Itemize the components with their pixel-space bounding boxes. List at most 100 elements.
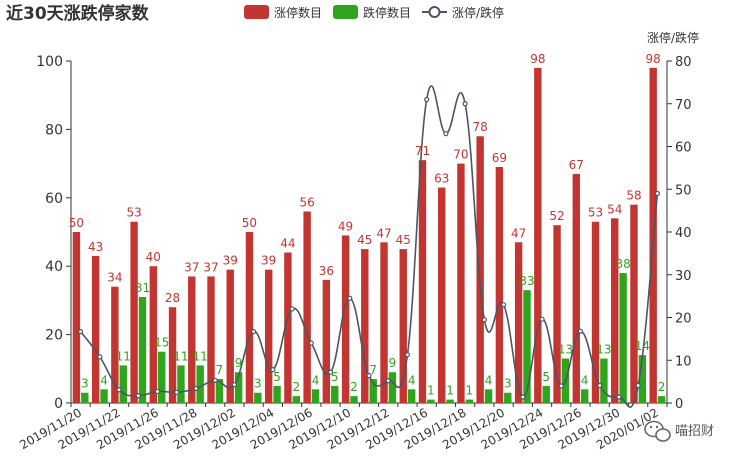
- ratio-point: [654, 190, 660, 197]
- bar-limit-down: [138, 296, 147, 403]
- data-label-limit-up: 50: [69, 216, 84, 230]
- data-label-limit-up: 78: [473, 120, 488, 134]
- data-label-limit-up: 71: [415, 144, 430, 158]
- data-label-limit-up: 45: [396, 233, 411, 247]
- y2-tick-label: 10: [675, 354, 692, 369]
- legend-item-limit-down[interactable]: 跌停数目: [333, 5, 411, 20]
- data-label-limit-down: 13: [596, 343, 611, 357]
- ratio-point: [327, 369, 334, 375]
- bar-limit-down: [465, 399, 474, 403]
- data-label-limit-down: 14: [635, 339, 650, 353]
- bar-limit-up: [476, 136, 484, 404]
- data-label-limit-down: 2: [350, 380, 358, 394]
- bar-limit-down: [619, 273, 627, 403]
- bar-limit-down: [504, 392, 512, 403]
- data-label-limit-up: 58: [626, 189, 641, 203]
- y-tick-label: 100: [36, 54, 63, 70]
- data-label-limit-down: 4: [485, 373, 493, 387]
- bar-limit-down: [446, 399, 454, 403]
- bar-limit-up: [591, 221, 600, 403]
- y2-tick-label: 30: [675, 269, 692, 284]
- bar-limit-up: [438, 187, 446, 403]
- ratio-point: [78, 329, 84, 335]
- bar-limit-up: [534, 67, 542, 403]
- bar-limit-up: [514, 242, 523, 403]
- ratio-point: [174, 389, 180, 395]
- y2-tick-label: 50: [675, 183, 692, 198]
- data-label-limit-down: 11: [173, 349, 188, 363]
- ratio-point: [270, 367, 276, 373]
- ratio-point: [424, 96, 430, 103]
- ratio-point: [97, 354, 103, 360]
- legend[interactable]: 涨停数目 跌停数目 涨停/跌停: [244, 5, 504, 20]
- chart-title: 近30天涨跌停家数: [6, 3, 150, 24]
- bar-limit-down: [100, 389, 108, 403]
- ratio-point: [635, 382, 641, 389]
- bar-limit-up: [149, 266, 158, 403]
- bar-limit-down: [369, 379, 377, 403]
- data-label-limit-down: 4: [312, 373, 320, 387]
- data-label-limit-down: 2: [658, 380, 666, 394]
- data-label-limit-up: 39: [223, 254, 238, 268]
- bar-limit-up: [361, 249, 369, 403]
- ratio-point: [443, 131, 449, 137]
- data-label-limit-up: 98: [530, 52, 545, 66]
- data-label-limit-down: 1: [427, 384, 435, 398]
- watermark-text: 喵招财: [675, 424, 714, 439]
- data-label-limit-up: 67: [569, 158, 584, 172]
- bar-limit-up: [418, 160, 427, 403]
- data-label-limit-up: 47: [376, 226, 391, 240]
- data-label-limit-down: 4: [581, 373, 589, 387]
- bar-limit-up: [284, 252, 292, 403]
- bar-limit-down: [177, 365, 185, 403]
- data-label-limit-down: 13: [558, 343, 573, 357]
- data-label-limit-up: 39: [261, 254, 276, 268]
- data-label-limit-up: 49: [338, 219, 353, 233]
- ratio-point: [558, 383, 564, 389]
- data-label-limit-down: 11: [116, 349, 131, 363]
- y2-tick-label: 0: [675, 397, 683, 412]
- bar-limit-down: [81, 392, 89, 403]
- legend-item-ratio[interactable]: 涨停/跌停: [422, 5, 504, 20]
- ratio-point: [500, 302, 507, 308]
- wechat-icon: [644, 420, 671, 442]
- bar-limit-down: [196, 365, 204, 403]
- bar-limit-down: [292, 396, 300, 403]
- ratio-point: [231, 382, 238, 388]
- ratio-point: [308, 340, 314, 346]
- data-label-limit-up: 40: [146, 250, 161, 264]
- bar-limit-up: [572, 173, 580, 403]
- ratio-point: [616, 394, 622, 400]
- bar-limit-up: [322, 279, 331, 403]
- bar-limit-up: [553, 225, 561, 403]
- data-label-limit-down: 33: [519, 274, 534, 288]
- y2-tick-label: 60: [675, 141, 692, 156]
- data-labels: 5034343411533140152811371137739950339544…: [69, 52, 666, 398]
- bar-limit-up: [630, 204, 638, 403]
- data-label-limit-down: 38: [615, 257, 630, 271]
- bar-limit-down: [388, 372, 397, 403]
- ratio-point: [289, 306, 295, 312]
- ratio-point: [539, 316, 545, 322]
- bar-limit-down: [427, 399, 435, 403]
- bar-limit-up: [91, 255, 100, 403]
- data-label-limit-down: 5: [273, 370, 281, 384]
- bar-limit-down: [254, 392, 262, 403]
- data-label-limit-down: 15: [154, 336, 169, 350]
- ratio-point: [577, 328, 584, 334]
- bar-limit-up: [399, 249, 407, 403]
- bar-limit-down: [350, 396, 358, 403]
- bar-limit-up: [245, 232, 254, 403]
- y2-axis-name: 涨停/跌停: [647, 30, 699, 45]
- legend-item-limit-up[interactable]: 涨停数目: [244, 5, 322, 20]
- bar-limit-up: [341, 235, 350, 403]
- bar-limit-up: [226, 269, 234, 403]
- data-label-limit-up: 28: [165, 291, 180, 305]
- data-label-limit-down: 11: [193, 349, 208, 363]
- data-label-limit-down: 4: [408, 373, 416, 387]
- data-label-limit-up: 37: [203, 260, 218, 274]
- data-label-limit-down: 3: [254, 377, 262, 391]
- y-tick-label: 0: [54, 396, 63, 412]
- data-label-limit-up: 54: [607, 202, 622, 216]
